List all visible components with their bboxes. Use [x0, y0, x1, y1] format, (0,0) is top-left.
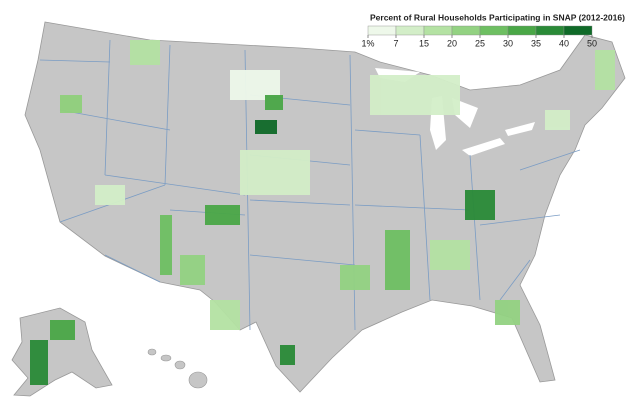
legend-swatch — [535, 25, 565, 36]
legend-tick-label: 1% — [361, 38, 374, 48]
legend-swatch — [451, 25, 481, 36]
legend-swatch — [507, 25, 537, 36]
legend-swatch — [367, 25, 397, 36]
hawaii — [147, 348, 208, 389]
legend-swatch — [423, 25, 453, 36]
legend-title: Percent of Rural Households Participatin… — [370, 12, 625, 22]
legend-tick-label: 7 — [393, 38, 398, 48]
legend-swatch — [479, 25, 509, 36]
legend-tick-label: 30 — [503, 38, 513, 48]
legend-tick-label: 35 — [531, 38, 541, 48]
legend-swatch — [563, 25, 593, 36]
lower-48 — [24, 21, 626, 393]
legend-tick-label: 40 — [559, 38, 569, 48]
legend-tick-label: 20 — [447, 38, 457, 48]
county-shading — [30, 40, 615, 385]
us-map — [11, 21, 626, 397]
legend-swatch — [395, 25, 425, 36]
legend-tick-label: 15 — [419, 38, 429, 48]
legend-tick-label: 25 — [475, 38, 485, 48]
legend: Percent of Rural Households Participatin… — [361, 12, 625, 48]
legend-tick-label: 50 — [587, 38, 597, 48]
